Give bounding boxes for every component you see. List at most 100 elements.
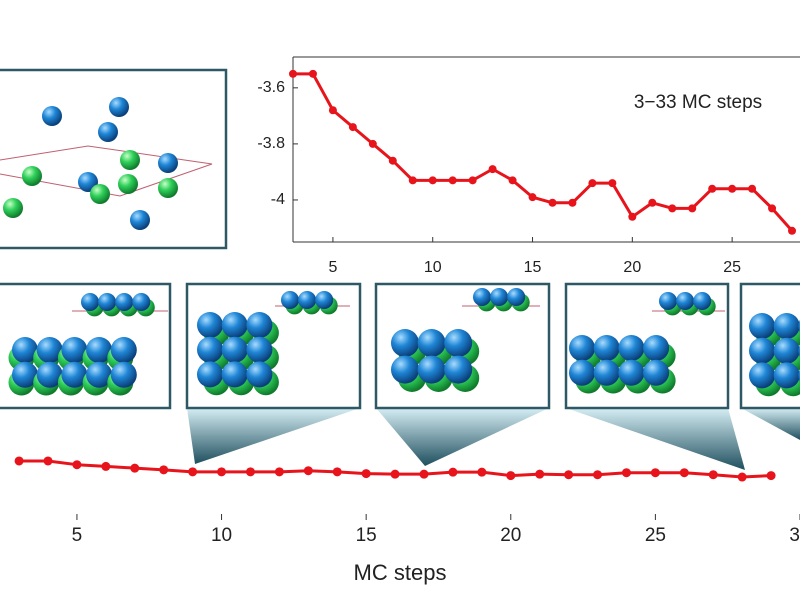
data-point: [748, 184, 757, 193]
x-tick-label: 5: [72, 525, 83, 546]
atom: [36, 337, 63, 363]
atom: [109, 97, 129, 117]
data-point: [488, 165, 497, 174]
atom: [749, 337, 775, 364]
inset-annotation: 3−33 MC steps: [634, 92, 762, 113]
atom: [643, 359, 670, 386]
data-point: [535, 469, 545, 479]
atom: [61, 361, 88, 388]
atom: [118, 174, 138, 194]
data-point: [668, 204, 677, 213]
atom: [246, 336, 273, 363]
data-point: [679, 468, 689, 478]
data-point: [588, 179, 597, 188]
data-point: [303, 466, 313, 476]
atom: [3, 198, 23, 218]
data-point: [593, 470, 603, 480]
data-point: [217, 467, 227, 477]
data-point: [428, 176, 437, 185]
plane: [0, 145, 213, 197]
atom: [298, 291, 317, 309]
data-point: [628, 212, 637, 221]
data-point: [621, 468, 631, 478]
data-point: [708, 470, 718, 480]
atom: [676, 292, 695, 310]
data-point: [737, 472, 747, 482]
atom: [197, 336, 223, 363]
data-point: [388, 156, 397, 165]
x-tick-label: 5: [328, 259, 337, 276]
atom: [473, 288, 491, 306]
atom: [693, 292, 712, 310]
data-point: [289, 69, 297, 78]
data-point: [308, 69, 317, 78]
atom: [120, 150, 140, 170]
data-point: [159, 465, 169, 475]
y-tick-label: -4: [271, 191, 285, 208]
data-point: [564, 470, 574, 480]
atom: [391, 329, 419, 357]
atom: [221, 336, 248, 363]
data-point: [328, 106, 337, 115]
atom: [81, 293, 99, 311]
data-point: [348, 123, 357, 132]
x-tick-label: 20: [623, 259, 641, 276]
atom: [417, 355, 446, 384]
atom: [61, 337, 88, 363]
data-point: [648, 198, 657, 207]
data-point: [506, 471, 516, 481]
zoom-funnel: [741, 408, 800, 440]
atom: [417, 329, 446, 357]
zoom-funnel: [566, 408, 745, 470]
data-point: [528, 193, 537, 202]
data-point: [788, 226, 797, 235]
data-point: [43, 456, 53, 466]
atom: [659, 292, 677, 310]
atom: [42, 106, 62, 126]
x-tick-label: 15: [524, 259, 542, 276]
series-line: [293, 72, 794, 232]
atom: [773, 337, 800, 364]
atom: [643, 335, 670, 361]
atom: [110, 361, 137, 388]
data-point: [568, 198, 577, 207]
data-point: [390, 469, 400, 479]
atom: [618, 335, 645, 361]
atom: [158, 178, 178, 198]
atom: [749, 362, 775, 389]
data-point: [274, 467, 284, 477]
x-tick-label: 10: [424, 259, 442, 276]
atom: [115, 293, 134, 311]
data-point: [130, 463, 140, 473]
atom: [197, 361, 223, 388]
x-tick-label: 20: [500, 525, 521, 546]
data-point: [468, 176, 477, 185]
data-point: [361, 469, 371, 479]
data-point: [368, 139, 377, 148]
atom: [749, 313, 775, 339]
y-tick-label: -3.8: [257, 135, 285, 152]
data-point: [508, 176, 517, 185]
zoom-funnel: [376, 408, 549, 466]
x-axis-label: MC steps: [354, 560, 447, 585]
x-tick-label: 25: [723, 259, 741, 276]
data-point: [188, 467, 198, 477]
atom: [773, 313, 800, 339]
atom: [110, 337, 137, 363]
x-tick-label: 25: [645, 525, 666, 546]
atom: [90, 184, 110, 204]
atom: [246, 361, 273, 388]
atom: [315, 291, 334, 309]
image-frame: [0, 68, 228, 250]
data-point: [101, 461, 111, 471]
data-point: [477, 467, 487, 477]
atom: [391, 355, 419, 384]
atom: [98, 122, 118, 142]
atom: [569, 359, 595, 386]
data-point: [408, 176, 417, 185]
atom: [22, 166, 42, 186]
atom: [86, 337, 113, 363]
y-tick-label: -3.6: [257, 79, 285, 96]
